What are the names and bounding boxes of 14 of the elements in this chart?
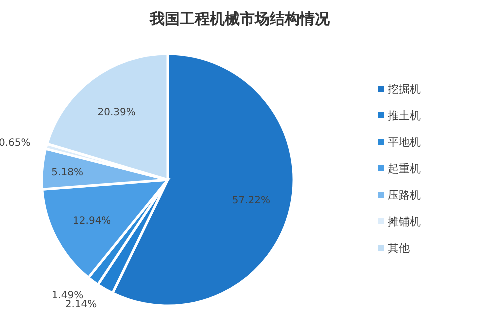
data-label: 2.14% — [65, 300, 98, 311]
data-label: 5.18% — [52, 167, 84, 178]
data-label: 57.22% — [232, 195, 271, 206]
legend-label: 平地机 — [388, 136, 421, 149]
chart-title: 我国工程机械市场结构情况 — [149, 10, 331, 28]
data-label: 0.65% — [0, 138, 31, 150]
data-label: 12.94% — [73, 216, 112, 227]
legend-label: 压路机 — [388, 189, 421, 202]
legend-label: 推土机 — [388, 110, 421, 122]
data-label: 20.39% — [98, 107, 136, 118]
legend-label: 其他 — [388, 242, 410, 255]
legend-label: 挖掘机 — [388, 83, 421, 96]
legend-label: 摊铺机 — [388, 216, 421, 228]
legend-label: 起重机 — [388, 162, 421, 176]
